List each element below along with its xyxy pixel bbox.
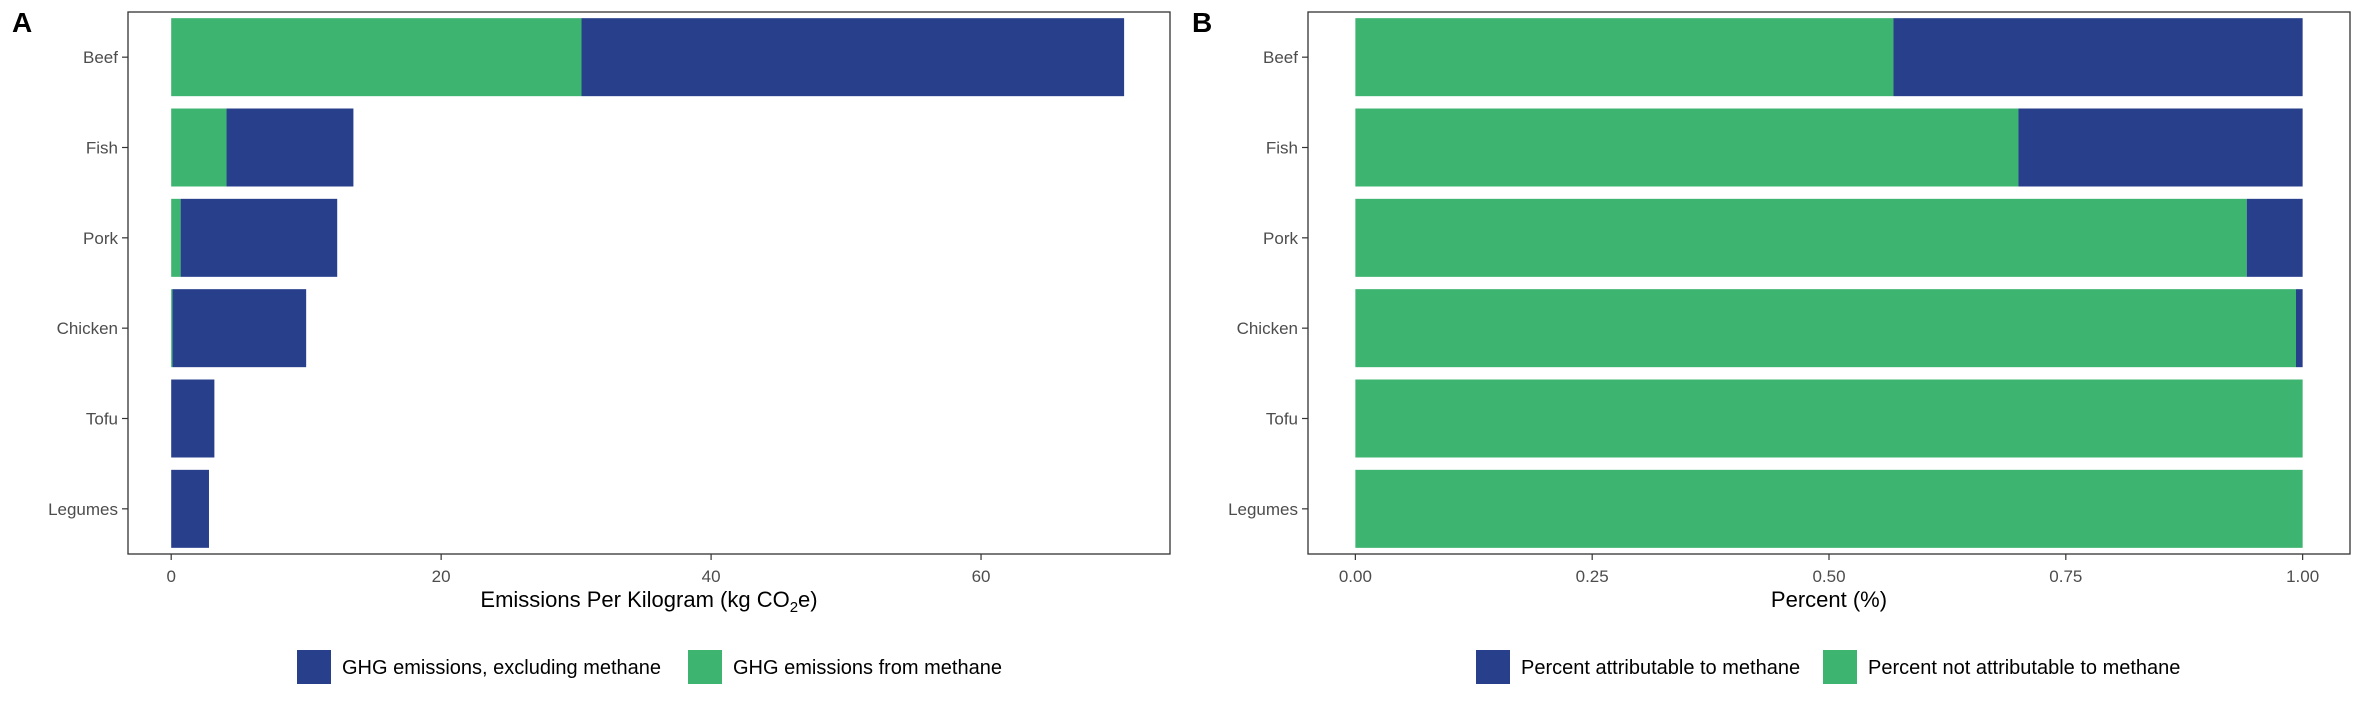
bar-pork-series-1 [171,198,181,277]
legend-label: Percent attributable to methane [1521,657,1800,679]
y-tick-label: Legumes [48,500,118,519]
legend-label: Percent not attributable to methane [1868,657,2180,679]
bar-beef-series-0 [1893,18,2303,97]
chart-panel-a: A Beef Fish Pork Chicken Tofu Legumes 0 20 40 60 Em… [12,7,1171,684]
y-tick-label: Chicken [57,319,118,338]
x-tick-label: 0.00 [1339,567,1372,586]
legend-label: GHG emissions, excluding methane [342,657,661,679]
y-tick-label: Pork [83,229,118,248]
legend-swatch [297,650,331,684]
x-axis-title: Emissions Per Kilogram (kg CO2e) [480,587,817,616]
bar-chicken-series-1 [1355,289,2297,368]
legend-swatch [1823,650,1857,684]
x-tick-label: 0.75 [2049,567,2082,586]
y-tick-label: Fish [86,139,118,158]
y-tick-label: Fish [1266,139,1298,158]
bar-pork-series-0 [180,198,338,277]
x-tick-label: 0.50 [1812,567,1845,586]
x-tick-label: 0 [166,567,175,586]
x-tick-label: 40 [702,567,721,586]
panel-border [127,11,1171,555]
bar-fish-series-1 [171,108,227,187]
x-axis-title: Percent (%) [1771,587,1887,612]
bar-beef-series-1 [1355,18,1894,97]
legend-swatch [1476,650,1510,684]
panel-tag: B [1192,7,1212,38]
legend-label: GHG emissions from methane [733,657,1002,679]
bar-beef-series-0 [581,18,1125,97]
legend-swatch [688,650,722,684]
legend: Percent attributable to methane Percent n… [1476,650,2180,684]
bar-fish-series-1 [1355,108,2019,187]
y-tick-label: Tofu [86,410,118,429]
bar-legumes-series-0 [171,469,209,548]
bar-legumes-series-1 [1355,469,2303,548]
bar-fish-series-0 [226,108,354,187]
y-tick-label: Tofu [1266,410,1298,429]
bar-chicken-series-0 [2296,289,2303,368]
x-tick-label: 60 [972,567,991,586]
y-tick-label: Legumes [1228,500,1298,519]
bar-chicken-series-0 [172,289,307,368]
bar-chicken-series-1 [171,289,173,368]
bar-beef-series-1 [171,18,582,97]
legend: GHG emissions, excluding methane GHG emis… [297,650,1002,684]
y-tick-label: Beef [83,48,118,67]
bar-tofu-series-1 [1355,379,2303,458]
y-tick-label: Chicken [1237,319,1298,338]
y-tick-label: Pork [1263,229,1298,248]
panel-tag: A [12,7,32,38]
bar-pork-series-1 [1355,198,2247,277]
bar-tofu-series-0 [171,379,215,458]
x-tick-label: 20 [432,567,451,586]
y-tick-label: Beef [1263,48,1298,67]
x-tick-label: 0.25 [1576,567,1609,586]
chart-panel-b: B Beef Fish Pork Chicken Tofu Legumes 0.00 0.25 0… [1192,7,2351,684]
x-tick-label: 1.00 [2286,567,2319,586]
bar-fish-series-0 [2018,108,2303,187]
bar-pork-series-0 [2246,198,2303,277]
